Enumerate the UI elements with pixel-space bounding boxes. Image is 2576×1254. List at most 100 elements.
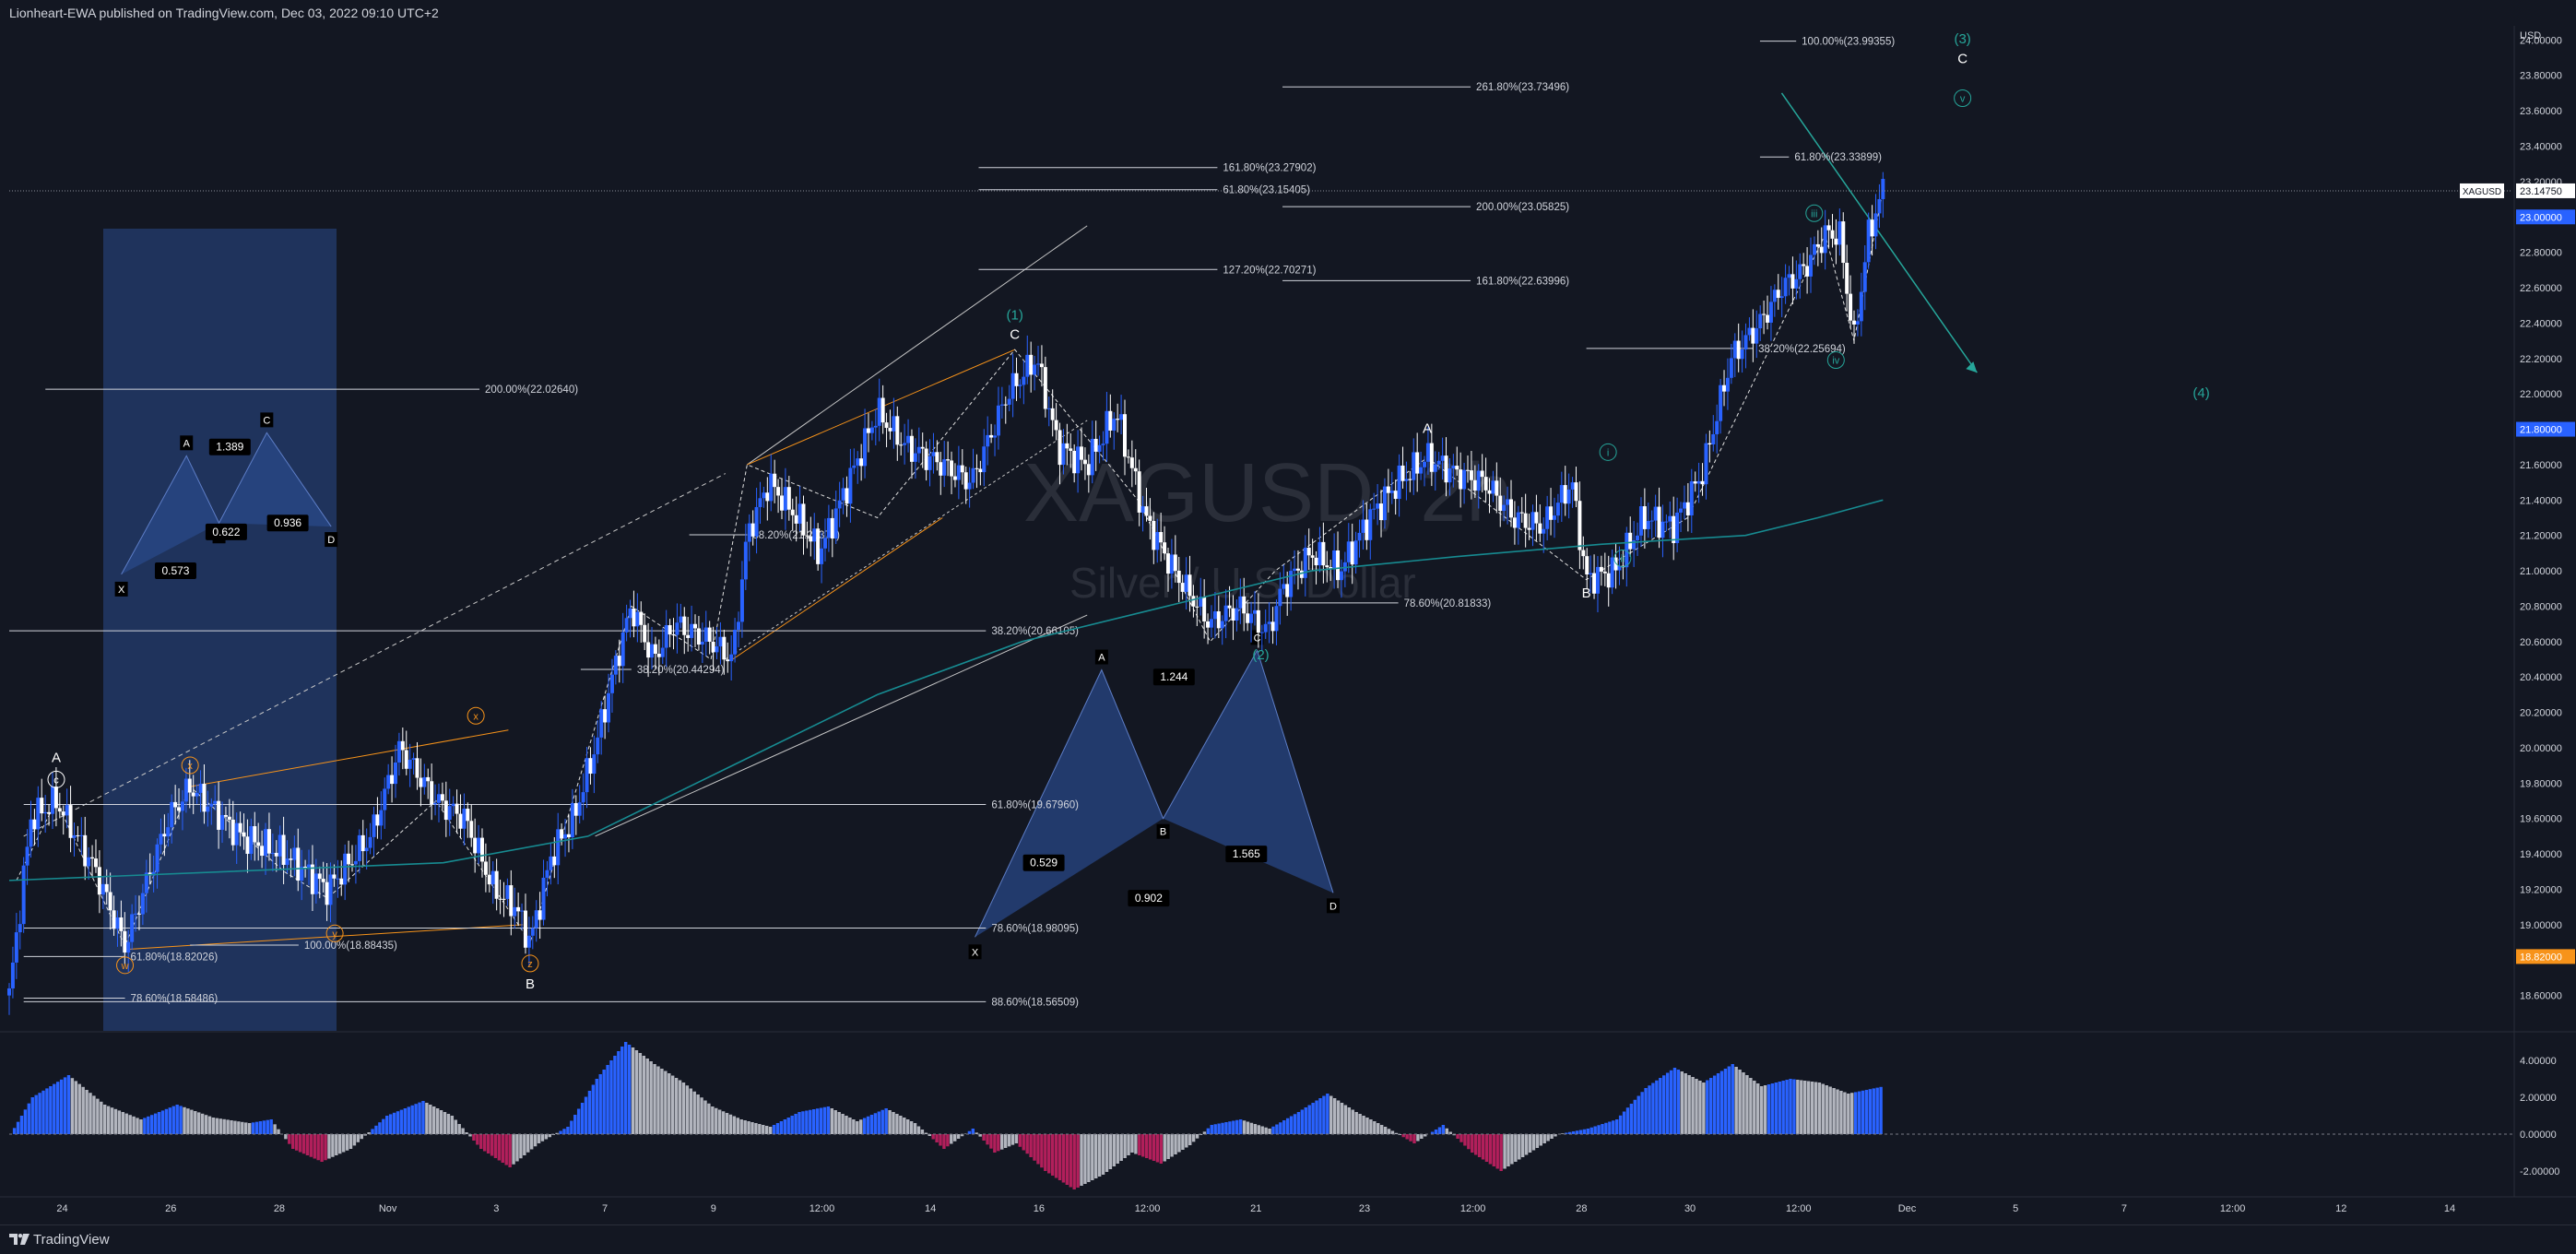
candle-body	[1112, 419, 1117, 431]
candle-body	[1566, 489, 1571, 504]
price-tick-2: 19.00000	[2520, 920, 2562, 931]
oscillator-bar	[717, 1109, 722, 1134]
harmonic-right-point-x-bg	[968, 944, 982, 960]
oscillator-bar	[841, 1114, 845, 1134]
candle-body	[404, 750, 408, 769]
candle-body	[1433, 464, 1437, 472]
fib-label-18: 88.60%(18.56509)	[991, 997, 1079, 1008]
oscillator-bar	[100, 1101, 103, 1134]
oscillator-bar	[1390, 1130, 1395, 1134]
wave-label-1-ring	[47, 770, 65, 788]
candle-body	[325, 881, 329, 905]
oscillator-bar	[439, 1110, 443, 1134]
oscillator-bar	[262, 1120, 266, 1134]
candle-body	[1787, 274, 1791, 278]
oscillator-bar	[1116, 1134, 1119, 1164]
candle-body	[952, 476, 957, 480]
candle-body	[928, 455, 932, 470]
candle-body	[25, 846, 30, 866]
price-badge-2-bg	[2516, 949, 2575, 964]
oscillator-bar	[128, 1115, 132, 1134]
candle-body	[1845, 263, 1849, 294]
oscillator-bar	[1322, 1095, 1326, 1134]
oscillator-bar	[696, 1094, 700, 1134]
time-tick-19: 7	[2121, 1203, 2127, 1214]
candle-body	[1397, 465, 1401, 500]
oscillator-bar	[1738, 1070, 1742, 1134]
oscillator-bar	[1644, 1088, 1648, 1134]
candle-body	[1722, 384, 1727, 392]
oscillator-bar	[1174, 1134, 1177, 1154]
candle-body	[321, 879, 325, 882]
candle-body	[1679, 508, 1684, 513]
oscillator-bar	[1861, 1090, 1865, 1134]
oscillator-bar	[1803, 1081, 1807, 1134]
candle-body	[313, 873, 318, 894]
wave-label-4: y	[332, 929, 337, 940]
time-tick-12: 23	[1359, 1203, 1370, 1214]
candle-body	[538, 910, 542, 920]
oscillator-bar	[410, 1105, 414, 1134]
harmonic-right-outline	[975, 649, 1334, 938]
oscillator-bar	[352, 1134, 357, 1146]
candle-body	[1050, 408, 1055, 420]
oscillator-bar	[1661, 1075, 1666, 1134]
candle-body	[1592, 573, 1597, 594]
candle-body	[494, 870, 499, 899]
candle-body	[1689, 481, 1694, 515]
price-tick-15: 21.60000	[2520, 460, 2562, 471]
time-tick-6: 9	[711, 1203, 716, 1214]
candle-body	[1404, 479, 1409, 481]
oscillator-bar	[1781, 1081, 1785, 1134]
oscillator-bar	[909, 1121, 914, 1134]
time-tick-18: 5	[2013, 1203, 2018, 1214]
oscillator-bar	[1817, 1082, 1822, 1134]
candle-body	[1129, 457, 1134, 468]
candle-body	[1058, 430, 1062, 466]
candle-body	[422, 776, 427, 787]
oscillator-bar	[486, 1134, 490, 1153]
tradingview-logo-icon[interactable]	[9, 1234, 30, 1245]
candle-body	[1841, 221, 1846, 264]
oscillator-bar	[523, 1134, 526, 1155]
oscillator-bar	[1010, 1134, 1015, 1145]
harmonic-right: X A B C D 0.529 1.244 1.565 0.902	[968, 630, 1340, 960]
candle-body	[1314, 557, 1318, 566]
candle-body	[339, 878, 344, 885]
candle-body	[1368, 509, 1373, 540]
time-tick-8: 14	[925, 1203, 936, 1214]
oscillator-bar	[1253, 1124, 1258, 1134]
oscillator-bar	[12, 1128, 17, 1134]
candle-body	[1768, 302, 1773, 323]
oscillator-bar	[1806, 1081, 1811, 1134]
price-tick-3: 19.20000	[2520, 884, 2562, 895]
oscillator-bar	[743, 1120, 747, 1134]
candle-body	[1704, 443, 1708, 485]
candle-body	[1163, 542, 1167, 554]
oscillator-bar	[425, 1103, 429, 1134]
candle-body	[816, 528, 821, 564]
oscillator-bar	[103, 1105, 107, 1134]
oscillator-bar	[798, 1112, 801, 1134]
time-tick-22: 14	[2444, 1203, 2455, 1214]
candle-body	[1552, 515, 1556, 520]
candle-body	[223, 814, 228, 817]
wave-label-17-ring	[1954, 89, 1972, 108]
candle-body	[1491, 480, 1495, 494]
tradingview-brand[interactable]: TradingView	[33, 1232, 110, 1248]
time-tick-11: 21	[1250, 1203, 1261, 1214]
oscillator-bar	[1379, 1125, 1384, 1134]
candle-body	[946, 459, 951, 461]
oscillator-bar	[1539, 1134, 1543, 1146]
oscillator-bar	[1238, 1119, 1243, 1134]
candle-body	[750, 523, 755, 537]
candle-body	[119, 917, 124, 931]
candle-body	[603, 709, 608, 723]
price-badge-2: 18.82000	[2520, 952, 2562, 963]
candle-body	[1306, 548, 1311, 556]
candle-body	[1617, 565, 1622, 571]
oscillator-bar	[606, 1065, 609, 1134]
candle-body	[942, 459, 947, 476]
candle-body	[440, 794, 444, 801]
